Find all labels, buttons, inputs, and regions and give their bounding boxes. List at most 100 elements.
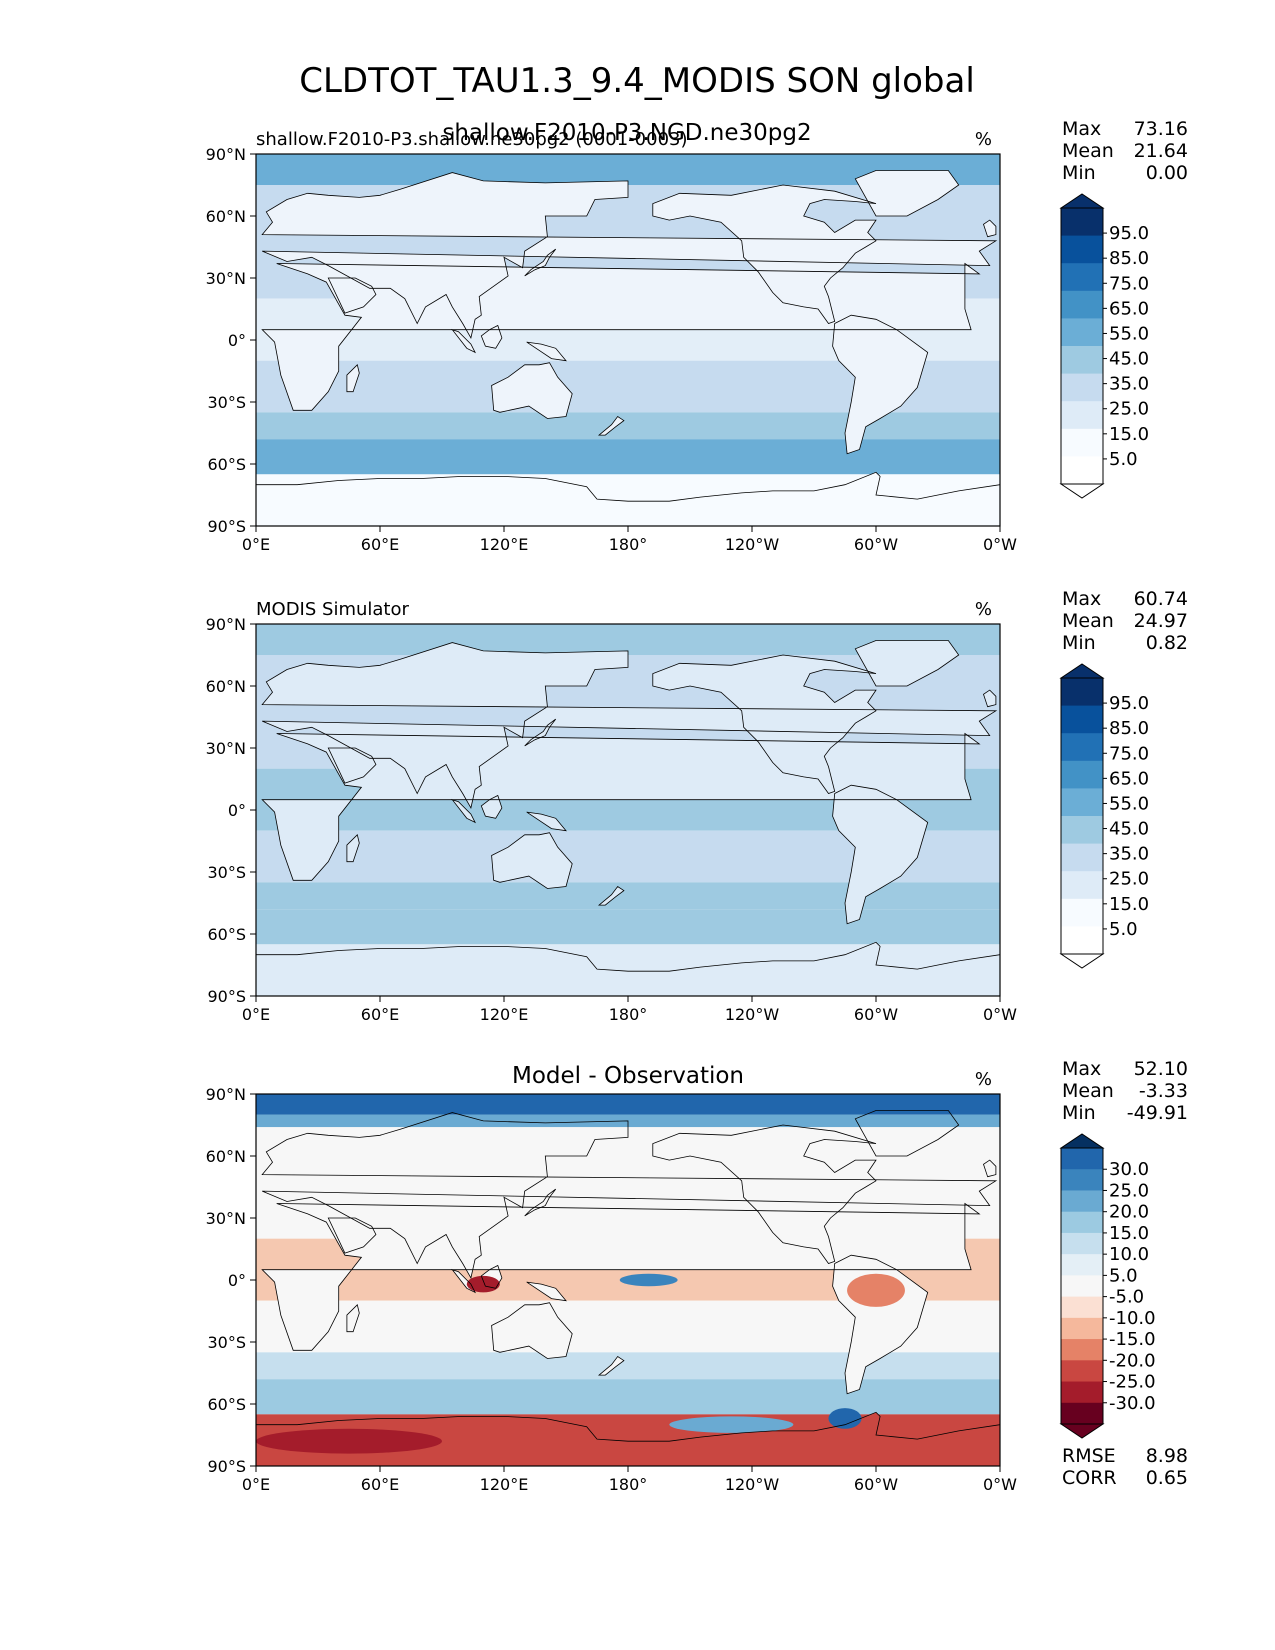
colorbar-swatch — [1061, 705, 1103, 734]
coastline-japan — [524, 1188, 557, 1217]
land-japan — [524, 719, 556, 746]
land-borneo — [481, 795, 502, 819]
coastline-japan — [524, 718, 557, 747]
x-tick-label: 0°W — [983, 1475, 1017, 1494]
coastline-madagascar — [346, 834, 360, 863]
y-tick-label: 60°N — [206, 207, 246, 226]
land-antarctica — [256, 472, 1000, 526]
colorbar-swatch — [1061, 290, 1103, 319]
coastline-antarctica — [256, 471, 1000, 526]
y-tick-label: 90°N — [206, 615, 246, 634]
arctic-positive — [256, 1094, 1000, 1115]
x-tick-label: 0°W — [983, 535, 1017, 554]
colorbar-bottom-cap — [1059, 1423, 1105, 1439]
colorbar-swatch — [1061, 401, 1103, 430]
colorbar-swatch — [1061, 788, 1103, 817]
coastline-eurasia — [261, 642, 998, 809]
figure-subtitle-overlap: shallow.F2010-P3.NGD.ne30pg2 — [442, 120, 811, 146]
stat-value-min: 0.00 — [1146, 162, 1188, 184]
map-field — [256, 1094, 1000, 1466]
land-new-zealand — [599, 886, 624, 906]
stat-label-min: Min — [1062, 632, 1096, 654]
colorbar-top-cap — [1059, 1133, 1105, 1149]
field-band — [256, 882, 1000, 910]
field-band — [256, 1379, 1000, 1415]
coastline-sumatra — [451, 1268, 476, 1294]
coastline-madagascar — [346, 1304, 360, 1333]
stat-label-max: Max — [1062, 118, 1101, 140]
colorbar-swatch — [1061, 373, 1103, 402]
colorbar-label: 20.0 — [1109, 1202, 1149, 1223]
x-tick-label: 120°W — [725, 1475, 780, 1494]
colorbar-swatch — [1061, 926, 1103, 955]
coastline-north-america — [652, 1124, 877, 1264]
x-tick-label: 0°E — [242, 1475, 270, 1494]
anomaly-blob — [619, 1273, 678, 1287]
x-tick-label: 120°E — [480, 1005, 529, 1024]
colorbar-label: 15.0 — [1109, 894, 1149, 915]
coastline-eurasia — [261, 172, 998, 339]
coastline-africa — [261, 1202, 981, 1351]
y-tick-label: 0° — [228, 801, 246, 820]
colorbar-swatch — [1061, 1254, 1103, 1276]
colorbar-swatch — [1061, 1360, 1103, 1383]
map-field — [256, 624, 1000, 996]
y-tick-label: 90°S — [207, 517, 246, 536]
y-tick-label: 60°S — [207, 925, 246, 944]
land-japan — [524, 249, 556, 276]
coastline-uk — [983, 1159, 997, 1178]
y-tick-label: 60°S — [207, 1395, 246, 1414]
x-tick-label: 60°W — [854, 535, 898, 554]
colorbar-frame — [1060, 207, 1104, 485]
colorbar-label: 75.0 — [1109, 273, 1149, 294]
x-tick-label: 60°W — [854, 1005, 898, 1024]
land-greenland — [855, 170, 959, 216]
stat-label-min: Min — [1062, 1102, 1096, 1124]
x-tick-label: 180° — [609, 1005, 648, 1024]
colorbar-swatch — [1061, 263, 1103, 292]
x-tick-label: 60°W — [854, 1475, 898, 1494]
colorbar-swatch — [1061, 428, 1103, 457]
anomaly-blob — [847, 1273, 905, 1307]
x-tick-label: 120°W — [725, 535, 780, 554]
y-tick-label: 90°N — [206, 145, 246, 164]
land-arabia — [328, 1218, 376, 1254]
coastline-uk — [983, 219, 997, 238]
colorbar: 95.0 85.0 75.0 65.0 55.0 45.0 35.0 25.0 15.0 5.0 — [1059, 663, 1149, 969]
land-australia — [491, 832, 573, 889]
coastline-greenland — [854, 640, 960, 687]
colorbar-label: 45.0 — [1109, 819, 1149, 840]
coastline-africa — [261, 732, 981, 881]
anomaly-blob — [256, 1428, 442, 1454]
land-eurasia — [262, 172, 996, 338]
colorbar-swatch — [1061, 318, 1103, 347]
colorbar-bottom-cap — [1059, 483, 1105, 499]
colorbar-label: 5.0 — [1109, 449, 1138, 470]
x-tick-label: 120°E — [480, 1475, 529, 1494]
colorbar-swatch — [1061, 678, 1103, 707]
x-tick-label: 120°W — [725, 1005, 780, 1024]
map-panel-2: MODIS Simulator % 0°E 60°E 120°E 180° 120°W 60°… — [206, 588, 1188, 1024]
colorbar-label: -25.0 — [1109, 1372, 1156, 1393]
coastline-borneo — [480, 794, 503, 819]
stat-value-min: -49.91 — [1127, 1102, 1188, 1124]
x-tick-label: 180° — [609, 1475, 648, 1494]
colorbar-swatch — [1061, 760, 1103, 789]
colorbar-label: 65.0 — [1109, 768, 1149, 789]
colorbar-label: 95.0 — [1109, 223, 1149, 244]
coastline-japan — [524, 248, 557, 277]
panel-units: % — [975, 599, 992, 620]
colorbar-top-cap — [1059, 193, 1105, 209]
land-borneo — [481, 325, 502, 349]
coastline-new-zealand — [598, 885, 625, 906]
panel-units: % — [975, 1069, 992, 1090]
stat-label-corr: CORR — [1062, 1467, 1117, 1489]
y-tick-label: 0° — [228, 1271, 246, 1290]
colorbar-swatch — [1061, 1317, 1103, 1340]
map-panel-3: Model - Observation % 0°E 60°E 120°E 180° 120°… — [206, 1058, 1188, 1494]
coastline-australia — [491, 832, 573, 889]
y-tick-label: 0° — [228, 331, 246, 350]
colorbar-swatch — [1061, 1339, 1103, 1361]
stat-value-max: 60.74 — [1134, 588, 1188, 610]
land-madagascar — [346, 1304, 360, 1332]
